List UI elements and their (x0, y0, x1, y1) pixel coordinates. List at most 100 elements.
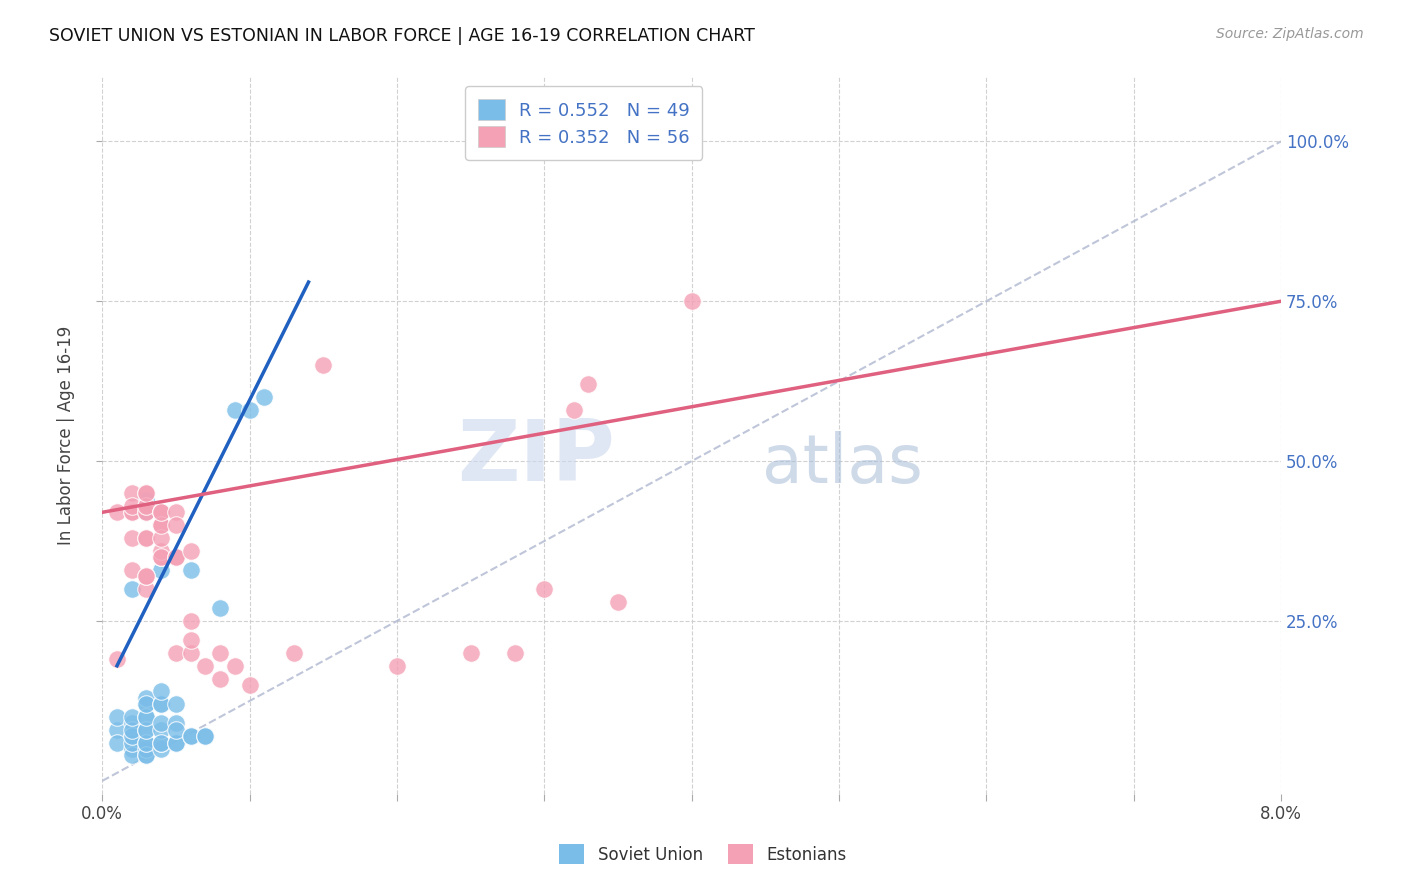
Point (135, 505, 157, 519)
Point (135, 710, 157, 724)
Point (150, 735, 173, 749)
Point (121, 723, 143, 737)
Y-axis label: In Labor Force | Age 16-19: In Labor Force | Age 16-19 (58, 326, 75, 545)
Point (180, 633, 202, 648)
Point (209, 672, 232, 686)
Point (135, 723, 157, 737)
Point (150, 505, 173, 519)
Point (180, 543, 202, 558)
Point (165, 505, 187, 519)
Point (239, 678, 262, 692)
Point (121, 710, 143, 724)
Point (121, 748, 143, 763)
Point (578, 377, 600, 392)
Point (150, 505, 173, 519)
Point (121, 582, 143, 596)
Point (165, 550, 187, 565)
Point (105, 505, 128, 519)
Point (105, 710, 128, 724)
Point (312, 358, 335, 372)
Point (135, 569, 157, 583)
Point (503, 646, 526, 660)
Point (460, 646, 482, 660)
Point (533, 135, 555, 149)
Point (150, 550, 173, 565)
Point (150, 563, 173, 577)
Point (135, 748, 157, 763)
Point (150, 684, 173, 698)
Point (165, 646, 187, 660)
Point (121, 729, 143, 743)
Point (180, 729, 202, 743)
Point (283, 646, 305, 660)
Point (135, 531, 157, 545)
Point (651, 135, 673, 149)
Legend: Soviet Union, Estonians: Soviet Union, Estonians (553, 838, 853, 871)
Point (150, 518, 173, 533)
Point (121, 729, 143, 743)
Point (105, 723, 128, 737)
Point (562, 403, 585, 417)
Point (150, 723, 173, 737)
Point (121, 499, 143, 513)
Point (165, 697, 187, 711)
Point (135, 486, 157, 500)
Point (194, 729, 217, 743)
Point (150, 550, 173, 565)
Point (165, 723, 187, 737)
Text: Source: ZipAtlas.com: Source: ZipAtlas.com (1216, 27, 1364, 41)
Text: ZIP: ZIP (457, 416, 614, 499)
Point (135, 505, 157, 519)
Point (150, 518, 173, 533)
Point (180, 563, 202, 577)
Point (150, 742, 173, 756)
Point (607, 595, 630, 609)
Point (385, 658, 408, 673)
Point (135, 531, 157, 545)
Point (135, 582, 157, 596)
Point (224, 658, 246, 673)
Point (135, 723, 157, 737)
Point (150, 550, 173, 565)
Point (135, 742, 157, 756)
Point (135, 499, 157, 513)
Point (165, 550, 187, 565)
Point (135, 735, 157, 749)
Point (121, 486, 143, 500)
Text: SOVIET UNION VS ESTONIAN IN LABOR FORCE | AGE 16-19 CORRELATION CHART: SOVIET UNION VS ESTONIAN IN LABOR FORCE … (49, 27, 755, 45)
Point (165, 518, 187, 533)
Point (209, 646, 232, 660)
Point (150, 716, 173, 731)
Point (239, 403, 262, 417)
Point (135, 748, 157, 763)
Point (121, 505, 143, 519)
Point (135, 735, 157, 749)
Point (194, 729, 217, 743)
Point (253, 390, 276, 404)
Point (135, 499, 157, 513)
Point (135, 505, 157, 519)
Point (121, 742, 143, 756)
Point (121, 716, 143, 731)
Point (105, 735, 128, 749)
Point (180, 614, 202, 628)
Point (194, 658, 217, 673)
Point (165, 735, 187, 749)
Point (121, 531, 143, 545)
Point (121, 735, 143, 749)
Point (209, 601, 232, 615)
Point (121, 505, 143, 519)
Point (150, 505, 173, 519)
Point (150, 735, 173, 749)
Point (105, 652, 128, 666)
Point (150, 697, 173, 711)
Point (135, 486, 157, 500)
Point (135, 697, 157, 711)
Point (150, 531, 173, 545)
Legend: R = 0.552   N = 49, R = 0.352   N = 56: R = 0.552 N = 49, R = 0.352 N = 56 (465, 87, 703, 160)
Point (121, 563, 143, 577)
Point (135, 569, 157, 583)
Point (135, 492, 157, 507)
Text: atlas: atlas (762, 431, 924, 497)
Point (150, 697, 173, 711)
